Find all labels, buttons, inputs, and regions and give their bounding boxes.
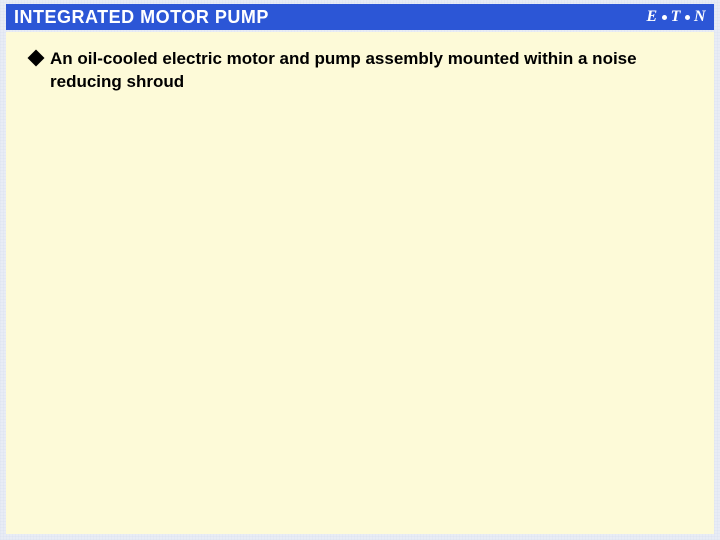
slide: INTEGRATED MOTOR PUMP E T N An oil-coole… [0, 0, 720, 540]
list-item: An oil-cooled electric motor and pump as… [30, 48, 690, 94]
logo-dot-icon [662, 15, 667, 20]
title-bar: INTEGRATED MOTOR PUMP E T N [6, 4, 714, 30]
content-area: An oil-cooled electric motor and pump as… [6, 32, 714, 534]
bullet-list: An oil-cooled electric motor and pump as… [6, 32, 714, 94]
logo-letter-n: N [694, 8, 706, 26]
slide-title: INTEGRATED MOTOR PUMP [14, 7, 269, 28]
logo-letter-e: E [646, 8, 657, 26]
logo-dot-icon [685, 15, 690, 20]
logo-letter-t: T [671, 8, 681, 26]
bullet-text: An oil-cooled electric motor and pump as… [50, 48, 690, 94]
diamond-bullet-icon [28, 50, 45, 67]
brand-logo: E T N [646, 8, 706, 26]
